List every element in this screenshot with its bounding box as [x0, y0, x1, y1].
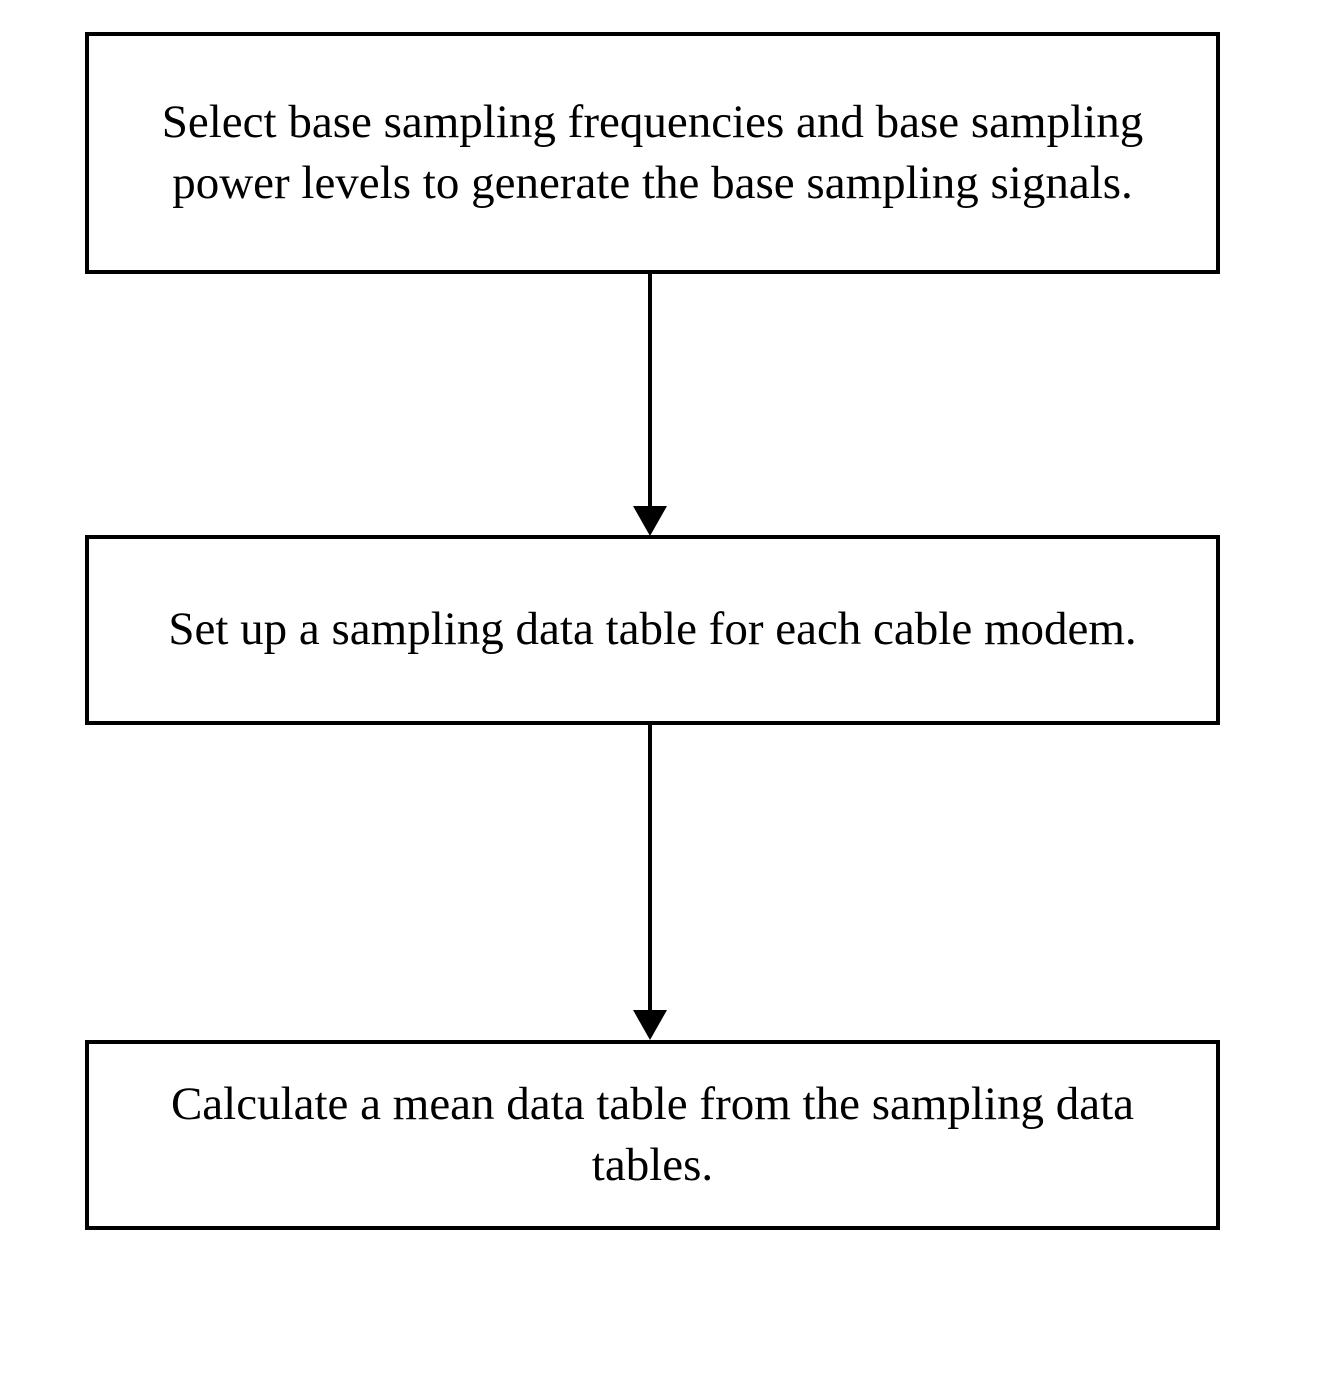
flowchart-container: Select base sampling frequencies and bas…: [0, 0, 1317, 1374]
step-1-text: Select base sampling frequencies and bas…: [119, 92, 1186, 214]
arrow-head-2: [633, 1010, 667, 1040]
flowchart-step-3: Calculate a mean data table from the sam…: [85, 1040, 1220, 1230]
flowchart-step-2: Set up a sampling data table for each ca…: [85, 535, 1220, 725]
flowchart-step-1: Select base sampling frequencies and bas…: [85, 32, 1220, 274]
arrow-line-2: [648, 725, 652, 1017]
arrow-line-1: [648, 274, 652, 514]
step-2-text: Set up a sampling data table for each ca…: [168, 599, 1136, 660]
step-3-text: Calculate a mean data table from the sam…: [119, 1074, 1186, 1196]
arrow-head-1: [633, 506, 667, 536]
